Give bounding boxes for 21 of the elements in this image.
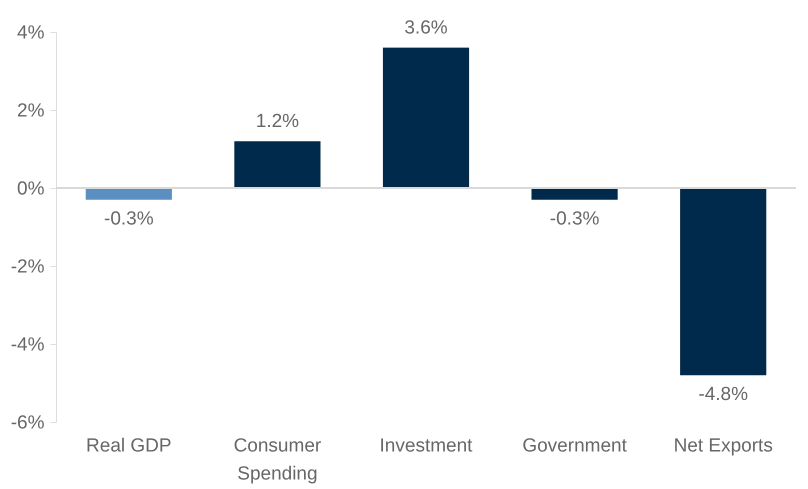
y-tick-label: 0%: [17, 178, 45, 200]
bar: [234, 141, 320, 188]
bar: [680, 188, 766, 376]
x-tick-label: Consumer Spending: [234, 436, 322, 484]
y-tick-label: -2%: [10, 256, 45, 278]
data-label: -4.8%: [698, 384, 748, 406]
y-tick-label: -6%: [10, 412, 45, 434]
x-tick-label: Investment: [380, 436, 474, 456]
x-tick-label: Real GDP: [86, 436, 172, 456]
bar: [382, 48, 470, 188]
data-label: -0.3%: [550, 208, 600, 230]
data-label: -0.3%: [104, 208, 154, 230]
y-tick-label: -4%: [10, 334, 45, 356]
y-tick-label: 4%: [17, 22, 45, 44]
x-tick-label: Government: [522, 436, 628, 456]
data-label: 3.6%: [404, 18, 448, 39]
bar: [532, 188, 618, 200]
data-label: 1.2%: [256, 111, 300, 132]
bar: [86, 188, 172, 200]
y-tick-label: 2%: [17, 100, 45, 122]
x-tick-label: Net Exports: [674, 436, 773, 456]
